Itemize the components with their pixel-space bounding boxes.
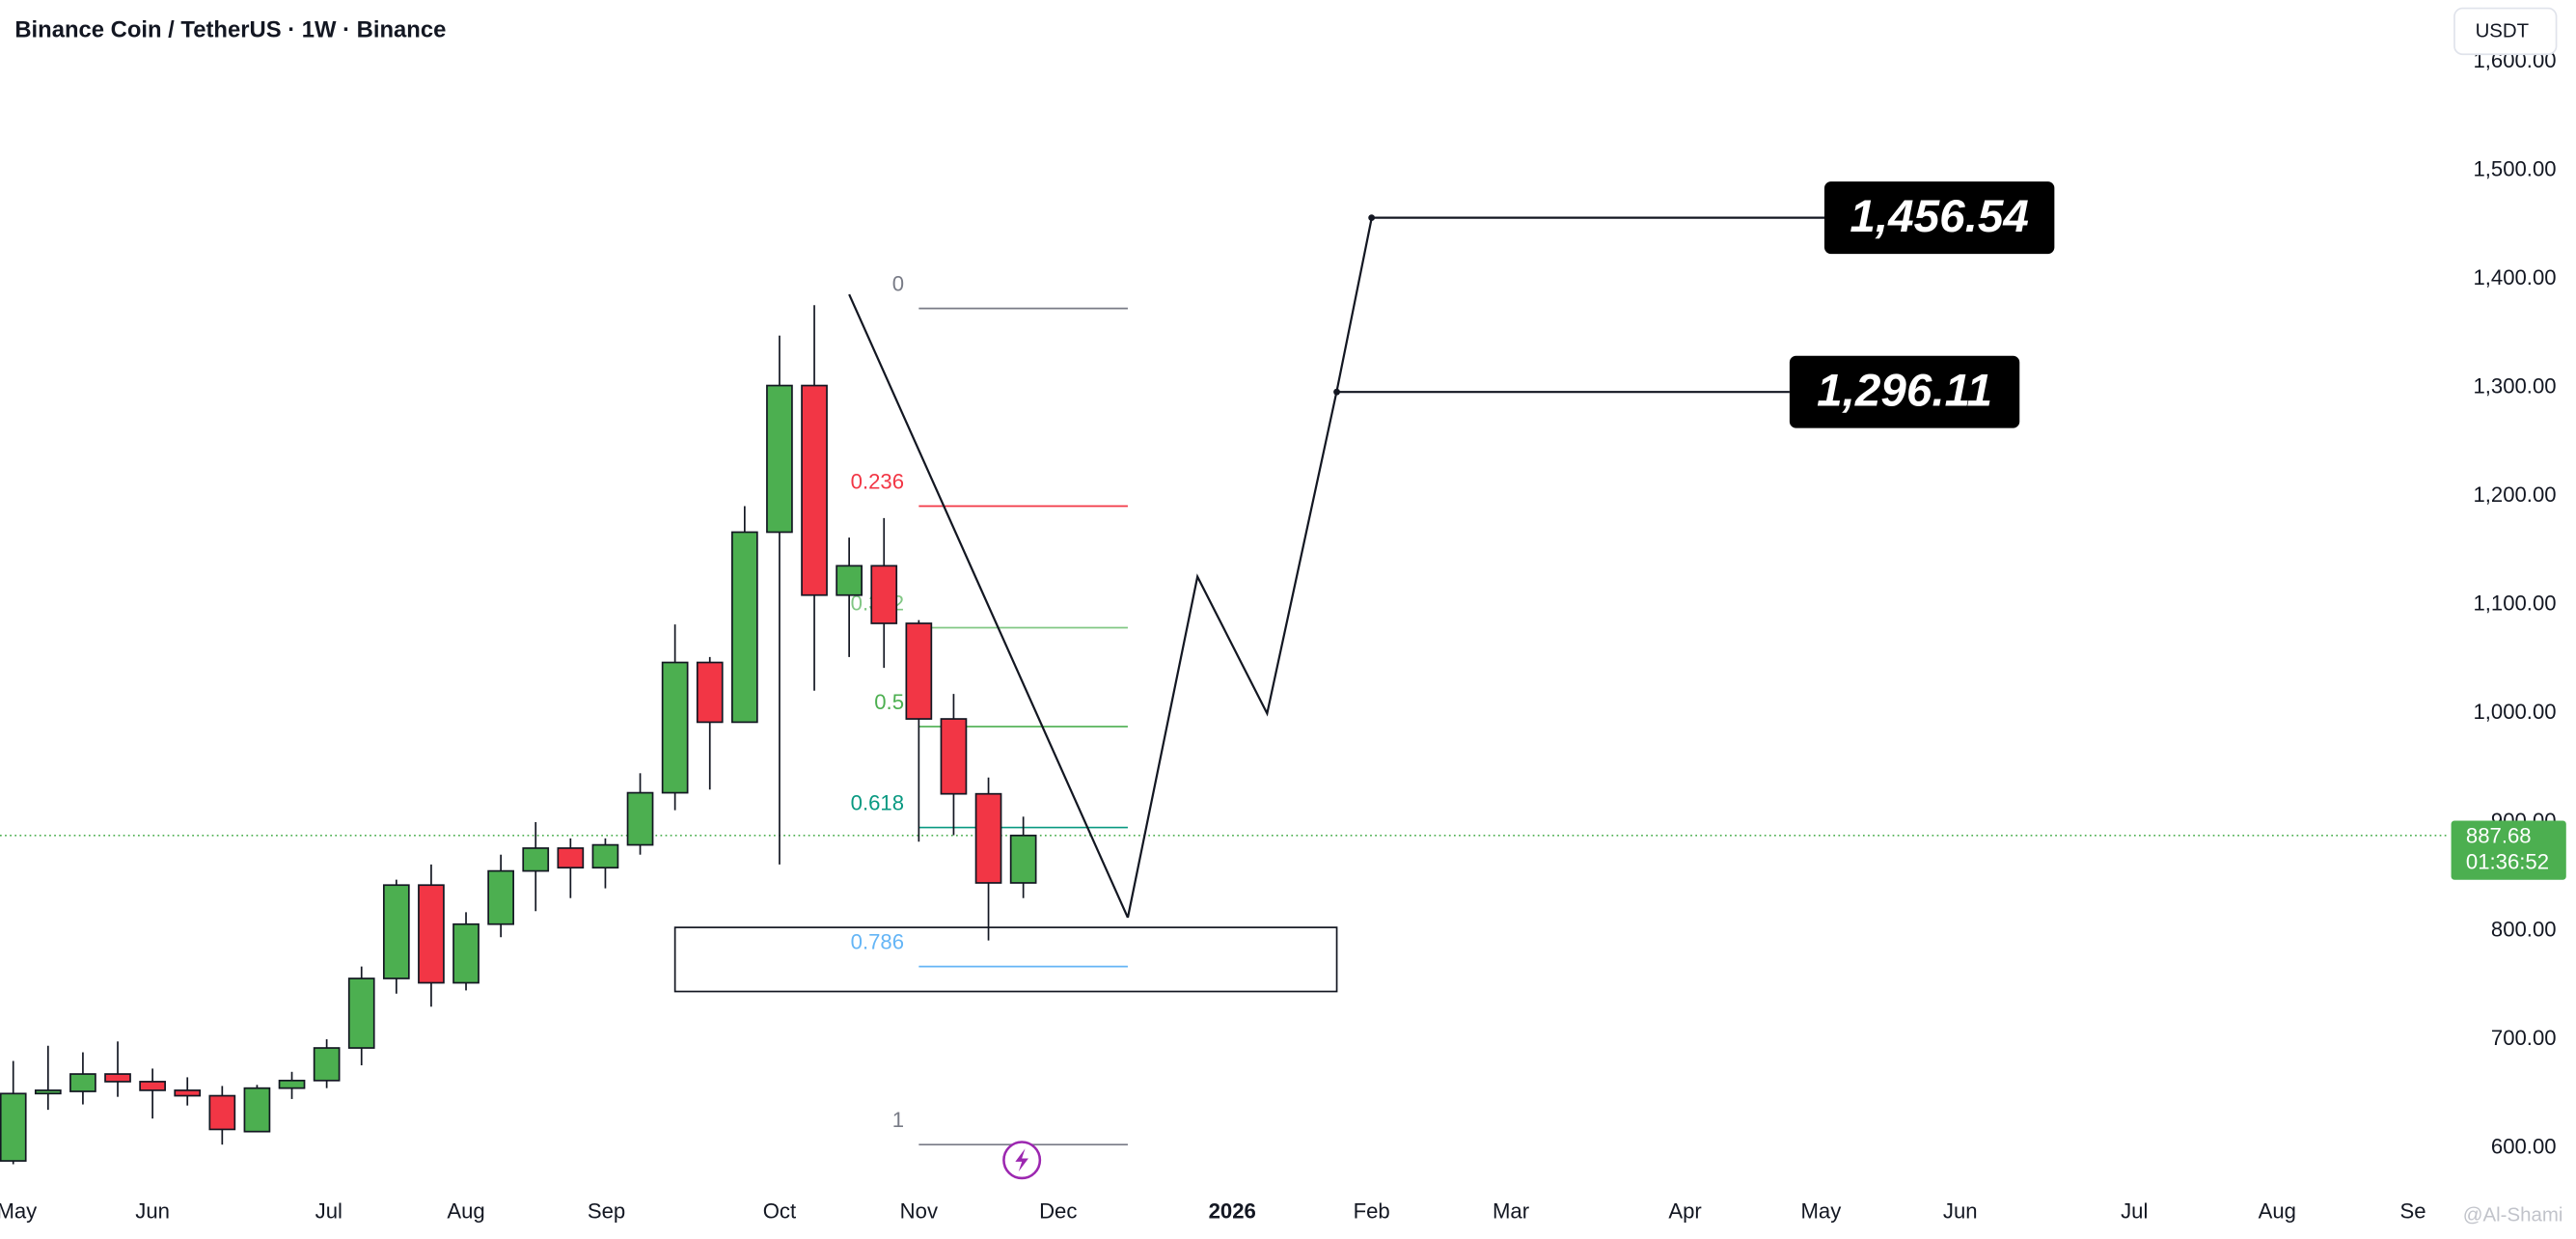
- y-tick-label: 800.00: [2491, 917, 2557, 941]
- x-tick-label: May: [1800, 1199, 1842, 1224]
- y-tick-label: 1,500.00: [2473, 157, 2556, 181]
- x-tick-label: Jun: [1943, 1199, 1978, 1224]
- y-tick-label: 600.00: [2491, 1134, 2557, 1158]
- candle-body: [522, 847, 550, 872]
- candle-body: [278, 1079, 306, 1089]
- currency-button[interactable]: [2453, 7, 2558, 56]
- y-tick-label: 1,000.00: [2473, 700, 2556, 724]
- candle-body: [557, 847, 585, 869]
- fib-label: 0.5: [874, 690, 904, 714]
- candle-body: [313, 1047, 341, 1082]
- candle-body: [766, 384, 793, 534]
- price-tag: [2451, 820, 2566, 880]
- x-tick-label: Se: [2400, 1199, 2426, 1224]
- candle-body: [626, 791, 654, 846]
- candle-body: [696, 661, 724, 724]
- y-tick-label: 700.00: [2491, 1026, 2557, 1050]
- fib-label: 0.786: [851, 930, 904, 954]
- x-tick-label: May: [0, 1199, 38, 1224]
- candle-body: [487, 869, 514, 925]
- plot-area: 600.00700.00800.00900.001,000.001,100.00…: [0, 48, 2566, 1224]
- fib-label: 0.236: [851, 469, 904, 493]
- y-tick-label: 1,100.00: [2473, 592, 2556, 616]
- target-label: 1,296.11: [1817, 365, 1992, 416]
- candle-body: [382, 884, 410, 979]
- x-tick-label: Dec: [1039, 1199, 1077, 1224]
- x-tick-label: Feb: [1354, 1199, 1390, 1224]
- target-label: 1,456.54: [1850, 191, 2029, 242]
- fib-label: 0.618: [851, 791, 904, 815]
- candle-body: [347, 977, 375, 1049]
- candle-body: [208, 1094, 236, 1131]
- x-tick-label: Mar: [1493, 1199, 1529, 1224]
- target-box: [1789, 355, 2020, 428]
- y-tick-label: 1,200.00: [2473, 482, 2556, 507]
- candle-body: [1009, 834, 1037, 884]
- price-tag-value: 887.68: [2466, 823, 2532, 847]
- candle-body: [940, 718, 968, 795]
- fib-label: 1: [892, 1108, 904, 1132]
- candle-body: [139, 1081, 166, 1091]
- candle-body: [452, 922, 480, 984]
- target-box: [1823, 181, 2055, 255]
- candle-body: [591, 843, 619, 869]
- zone-box: [673, 926, 1338, 993]
- candle-body: [243, 1087, 271, 1133]
- x-tick-label: 2026: [1209, 1199, 1256, 1224]
- watermark: @Al-Shami: [2463, 1205, 2563, 1226]
- candle-body: [34, 1089, 62, 1095]
- event-bolt: [1015, 1148, 1028, 1172]
- candle-body: [69, 1073, 96, 1092]
- x-tick-label: Jul: [315, 1199, 343, 1224]
- y-tick-label: 1,300.00: [2473, 374, 2556, 399]
- projection-path: [1126, 218, 1373, 919]
- trend-line: [848, 293, 1129, 919]
- target-point: [1333, 388, 1340, 396]
- price-tag-countdown: 01:36:52: [2466, 850, 2549, 874]
- candle-body: [418, 884, 445, 984]
- candle-body: [730, 531, 758, 724]
- x-tick-label: Aug: [447, 1199, 484, 1224]
- candle-body: [0, 1092, 27, 1162]
- candle-body: [801, 384, 828, 596]
- chart-title: Binance Coin / TetherUS · 1W · Binance: [14, 17, 446, 43]
- candle-body: [104, 1073, 131, 1083]
- candle-body: [836, 564, 863, 596]
- candle-body: [174, 1089, 202, 1097]
- x-tick-label: Oct: [763, 1199, 796, 1224]
- candle-body: [974, 792, 1002, 884]
- x-tick-label: Nov: [900, 1199, 938, 1224]
- x-tick-label: Sep: [588, 1199, 625, 1224]
- x-tick-label: Apr: [1668, 1199, 1701, 1224]
- x-tick-label: Jun: [135, 1199, 170, 1224]
- candle-body: [870, 564, 898, 624]
- x-tick-label: Jul: [2121, 1199, 2148, 1224]
- candle-body: [905, 622, 933, 720]
- x-tick-label: Aug: [2259, 1199, 2296, 1224]
- target-point: [1368, 214, 1376, 222]
- candle-body: [661, 661, 689, 794]
- y-tick-label: 1,400.00: [2473, 265, 2556, 289]
- currency-label: USDT: [2476, 21, 2530, 42]
- fib-label: 0: [892, 272, 904, 296]
